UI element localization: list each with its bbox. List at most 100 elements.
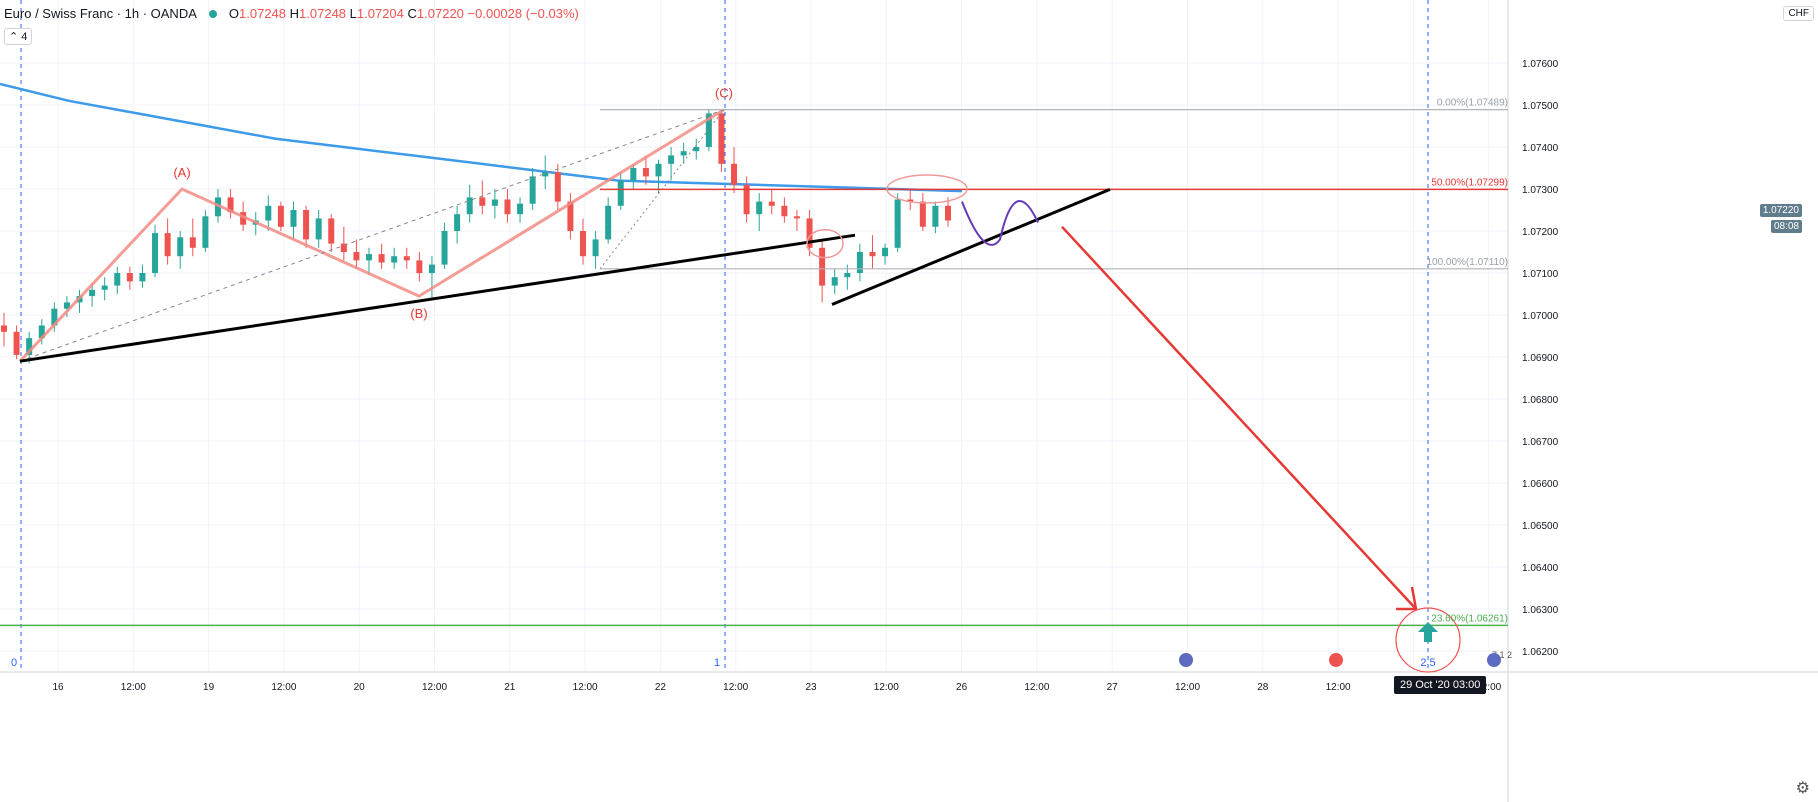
candle-body <box>177 237 184 257</box>
candle <box>479 180 486 215</box>
candle-body <box>126 273 133 282</box>
currency-selector[interactable]: CHF <box>1783 6 1814 21</box>
ohlc-open: O1.07248 <box>228 6 287 21</box>
y-tick-label: 1.07300 <box>1522 185 1559 196</box>
candle-body <box>731 163 738 185</box>
candle <box>290 201 297 240</box>
candle <box>793 210 800 231</box>
candle <box>517 197 524 223</box>
ma-line <box>0 82 963 193</box>
candle-body <box>89 289 96 297</box>
y-tick-label: 1.06800 <box>1522 395 1559 406</box>
candle-body <box>668 155 675 164</box>
candle-body <box>391 256 398 263</box>
fib-level-label: 0.00%(1.07489) <box>1437 98 1508 109</box>
indicator-toggle-button[interactable]: ⌃ 4 <box>4 28 33 45</box>
candle <box>529 168 536 210</box>
current-price-tag: 1.07220 <box>1759 204 1802 217</box>
candle <box>114 266 121 294</box>
candle-body <box>114 273 121 286</box>
event-count-label: 7 1 2 <box>1492 650 1512 660</box>
chevron-up-icon: ⌃ <box>9 31 19 43</box>
symbol-title[interactable]: Euro / Swiss Franc · 1h · OANDA <box>4 6 197 21</box>
chart-labels: (A)(B)(C)0.00%(1.07489)50.00%(1.07299)10… <box>11 86 1512 669</box>
candle-body <box>630 168 637 181</box>
candle-body <box>378 254 385 263</box>
candle <box>391 247 398 269</box>
candle-body <box>781 205 788 217</box>
x-tick-label: 27 <box>1107 682 1119 693</box>
candle-body <box>366 254 373 261</box>
candle-body <box>529 176 536 204</box>
support-trendline <box>19 233 856 363</box>
chart-grid <box>0 0 1508 672</box>
candle <box>441 222 448 269</box>
candle-body <box>403 256 410 261</box>
candle-body <box>806 218 813 248</box>
candle-body <box>139 273 146 282</box>
candle <box>542 155 549 189</box>
candle-body <box>164 233 171 257</box>
candle-body <box>554 172 561 202</box>
x-tick-label: 22 <box>655 682 667 693</box>
x-tick-label: 26 <box>956 682 968 693</box>
settings-icon[interactable]: ⚙ <box>1795 780 1810 797</box>
y-tick-label: 1.07400 <box>1522 143 1559 154</box>
candle-body <box>428 264 435 273</box>
candle-body <box>592 239 599 257</box>
candles <box>1 109 951 364</box>
candle-body <box>793 216 800 219</box>
candle <box>353 239 360 269</box>
candle <box>731 147 738 194</box>
candle <box>152 224 159 278</box>
candle <box>605 197 612 244</box>
y-tick-label: 1.06900 <box>1522 353 1559 364</box>
x-tick-label: 12:00 <box>874 682 899 693</box>
candle-body <box>705 113 712 147</box>
candle-body <box>340 243 347 252</box>
candle <box>680 142 687 164</box>
candle-body <box>328 218 335 244</box>
y-tick-label: 1.07000 <box>1522 311 1559 322</box>
candle <box>932 201 939 234</box>
candle-body <box>642 168 649 177</box>
fib-level-label: 100.00%(1.07110) <box>1426 257 1508 268</box>
candle-body <box>743 184 750 215</box>
candle <box>227 189 234 219</box>
candle <box>781 197 788 223</box>
resistance-highlight <box>886 174 968 204</box>
candle <box>315 210 322 248</box>
y-tick-label: 1.07600 <box>1522 59 1559 70</box>
candle-body <box>718 113 725 164</box>
y-tick-label: 1.06200 <box>1522 647 1559 658</box>
candle <box>265 195 272 231</box>
candle-body <box>479 197 486 206</box>
candle <box>567 193 574 240</box>
candle-body <box>26 338 33 355</box>
candle <box>378 243 385 269</box>
candle <box>617 172 624 210</box>
x-tick-label: 28 <box>1257 682 1269 693</box>
x-tick-label: 16 <box>52 682 64 693</box>
y-tick-label: 1.06600 <box>1522 479 1559 490</box>
candle <box>630 163 637 189</box>
candle <box>592 231 599 269</box>
session-marker: 2 5 <box>1420 657 1435 669</box>
candle-body <box>819 247 826 286</box>
session-marker: 1 <box>714 657 720 669</box>
candle <box>869 235 876 269</box>
candle-body <box>290 210 297 227</box>
candle-body <box>466 197 473 215</box>
candle <box>907 189 914 210</box>
chart-header: Euro / Swiss Franc · 1h · OANDA O1.07248… <box>4 6 579 21</box>
y-tick-label: 1.06700 <box>1522 437 1559 448</box>
ohlc-values: O1.07248 H1.07248 L1.07204 C1.07220 −0.0… <box>229 6 579 21</box>
drawings <box>0 108 1508 673</box>
session-marker: 0 <box>11 657 17 669</box>
ohlc-close: C1.07220 <box>407 6 464 21</box>
candle-body <box>919 201 926 227</box>
candle <box>101 277 108 301</box>
candle <box>579 218 586 265</box>
candle <box>189 218 196 257</box>
